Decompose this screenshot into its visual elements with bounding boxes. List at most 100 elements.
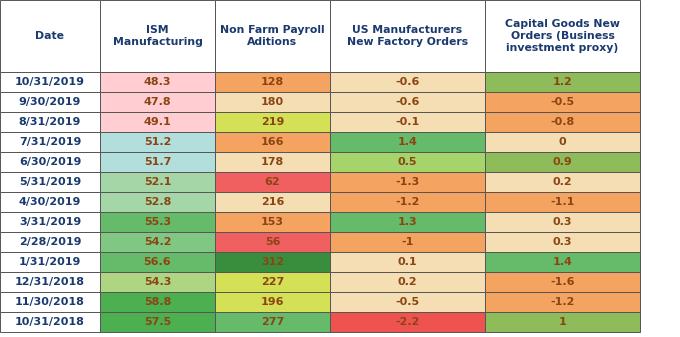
Bar [0, 92, 100, 112]
Text: 47.8: 47.8 [143, 97, 171, 107]
Text: 49.1: 49.1 [143, 117, 171, 127]
Text: 5/31/2019: 5/31/2019 [19, 177, 81, 187]
Bar [215, 192, 330, 212]
Text: 312: 312 [261, 257, 284, 267]
Bar [100, 132, 215, 152]
Bar [215, 72, 330, 92]
Text: -0.8: -0.8 [550, 117, 575, 127]
Text: 54.2: 54.2 [143, 237, 171, 247]
Text: 10/31/2019: 10/31/2019 [15, 77, 85, 87]
Bar [485, 192, 640, 212]
Bar [0, 212, 100, 232]
Bar [215, 152, 330, 172]
Text: 9/30/2019: 9/30/2019 [19, 97, 81, 107]
Text: 12/31/2018: 12/31/2018 [15, 277, 85, 287]
Text: 0.3: 0.3 [553, 237, 573, 247]
Bar [0, 112, 100, 132]
Bar [0, 232, 100, 252]
Bar [100, 232, 215, 252]
Bar [330, 72, 485, 92]
Bar [485, 312, 640, 332]
Bar [0, 132, 100, 152]
Text: 7/31/2019: 7/31/2019 [19, 137, 81, 147]
Text: 6/30/2019: 6/30/2019 [19, 157, 81, 167]
Text: -1.1: -1.1 [550, 197, 575, 207]
Bar [100, 272, 215, 292]
Text: 54.3: 54.3 [143, 277, 171, 287]
Text: 1.3: 1.3 [398, 217, 418, 227]
Bar [485, 292, 640, 312]
Bar [0, 152, 100, 172]
Text: 62: 62 [265, 177, 280, 187]
Bar [485, 0, 640, 72]
Text: 11/30/2018: 11/30/2018 [15, 297, 85, 307]
Bar [215, 112, 330, 132]
Text: 227: 227 [261, 277, 284, 287]
Bar [100, 212, 215, 232]
Bar [0, 272, 100, 292]
Text: 166: 166 [260, 137, 284, 147]
Text: 52.1: 52.1 [143, 177, 171, 187]
Text: 0.3: 0.3 [553, 217, 573, 227]
Bar [215, 312, 330, 332]
Bar [485, 232, 640, 252]
Bar [100, 92, 215, 112]
Bar [485, 72, 640, 92]
Text: -1.3: -1.3 [395, 177, 420, 187]
Bar [330, 212, 485, 232]
Bar [0, 0, 100, 72]
Bar [485, 132, 640, 152]
Text: 4/30/2019: 4/30/2019 [19, 197, 81, 207]
Bar [215, 92, 330, 112]
Text: 153: 153 [261, 217, 284, 227]
Text: 277: 277 [261, 317, 284, 327]
Bar [100, 72, 215, 92]
Text: 128: 128 [261, 77, 284, 87]
Text: 0.5: 0.5 [398, 157, 418, 167]
Text: 1/31/2019: 1/31/2019 [19, 257, 81, 267]
Text: -0.5: -0.5 [550, 97, 575, 107]
Bar [215, 252, 330, 272]
Bar [485, 112, 640, 132]
Bar [215, 0, 330, 72]
Text: -2.2: -2.2 [395, 317, 420, 327]
Bar [100, 112, 215, 132]
Bar [215, 132, 330, 152]
Text: 51.7: 51.7 [143, 157, 171, 167]
Text: 1: 1 [559, 317, 566, 327]
Bar [485, 152, 640, 172]
Text: 0.2: 0.2 [553, 177, 573, 187]
Bar [330, 172, 485, 192]
Bar [0, 292, 100, 312]
Bar [0, 172, 100, 192]
Text: -1.6: -1.6 [550, 277, 575, 287]
Text: ISM
Manufacturing: ISM Manufacturing [113, 25, 203, 47]
Text: 10/31/2018: 10/31/2018 [15, 317, 85, 327]
Bar [215, 232, 330, 252]
Text: 52.8: 52.8 [143, 197, 171, 207]
Bar [100, 252, 215, 272]
Bar [330, 152, 485, 172]
Bar [100, 172, 215, 192]
Text: -1: -1 [401, 237, 413, 247]
Bar [485, 212, 640, 232]
Bar [0, 312, 100, 332]
Text: -0.6: -0.6 [395, 77, 420, 87]
Text: 196: 196 [260, 297, 284, 307]
Bar [215, 292, 330, 312]
Text: -0.5: -0.5 [396, 297, 420, 307]
Text: 0: 0 [559, 137, 566, 147]
Bar [0, 252, 100, 272]
Text: -0.6: -0.6 [395, 97, 420, 107]
Bar [215, 212, 330, 232]
Bar [485, 272, 640, 292]
Text: -1.2: -1.2 [395, 197, 420, 207]
Text: 216: 216 [261, 197, 284, 207]
Text: 3/31/2019: 3/31/2019 [19, 217, 81, 227]
Bar [485, 252, 640, 272]
Text: -0.1: -0.1 [395, 117, 420, 127]
Bar [215, 172, 330, 192]
Text: Date: Date [35, 31, 65, 41]
Bar [100, 152, 215, 172]
Text: US Manufacturers
New Factory Orders: US Manufacturers New Factory Orders [347, 25, 468, 47]
